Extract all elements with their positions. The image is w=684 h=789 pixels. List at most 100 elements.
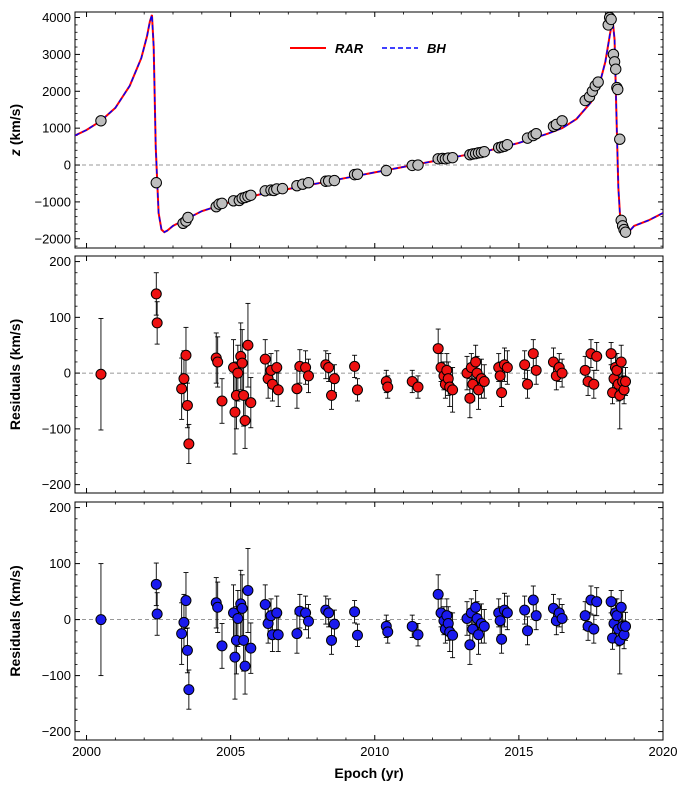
data-point [619,226,632,238]
residual-point [478,620,490,632]
residual-point [183,438,195,450]
data-point [276,182,289,195]
residual-point [611,610,623,622]
residual-point [615,356,627,368]
residual-point [591,596,603,608]
residual-point [406,620,418,632]
data-point [216,197,228,210]
residual-point [229,406,241,418]
residual-point [242,584,254,596]
residual-point [291,383,303,395]
residual-point [530,610,542,622]
y-axis-title: Residuals (km/s) [7,565,23,676]
y-tick-label: 3000 [42,47,71,62]
residual-point [183,684,195,696]
residual-point [232,367,244,379]
y-tick-label: −2000 [34,231,71,246]
data-point [182,211,194,224]
residual-point [239,415,251,427]
x-tick-label: 2010 [360,744,389,759]
y-tick-label: 2000 [42,84,71,99]
y-axis-title-unit: (km/s) [7,104,23,149]
residual-point [556,612,568,624]
y-tick-label: −1000 [34,194,71,209]
data-point [302,177,315,189]
residual-point [229,651,241,663]
residual-point [494,615,506,627]
residual-point [464,639,476,651]
series-line-bh [75,14,663,233]
x-tick-label: 2015 [504,744,533,759]
residual-point [151,317,163,329]
residual-point [328,373,340,385]
residual-point [271,607,283,619]
y-tick-label: 0 [64,612,71,627]
residual-point [501,362,513,374]
data-point [530,127,542,140]
residual-point [212,601,224,613]
residual-point [478,375,490,387]
plot-frame [74,501,664,741]
residual-point [151,608,163,620]
residual-point [302,615,314,627]
x-tick-label: 2020 [649,744,678,759]
residual-point [326,634,338,646]
curve-layer [75,12,663,238]
y-tick-label: −100 [42,668,71,683]
residual-point [180,595,192,607]
residual-point [259,598,271,610]
residual-point [496,387,508,399]
data-point [412,159,424,171]
residual-point [150,288,162,300]
residual-point [328,618,340,630]
residual-point [351,629,363,641]
residual-point [272,384,284,396]
residual-point [216,640,228,652]
residual-point [271,362,283,374]
y-tick-label: 100 [49,310,71,325]
residual-point [470,601,482,613]
residual-point [180,349,192,361]
residual-point [302,370,314,382]
y-tick-label: 0 [64,366,71,381]
data-point [605,13,617,26]
residual-point [501,607,513,619]
y-axis-title: Residuals (km/s) [7,319,23,430]
residual-point [95,614,107,626]
residual-point [605,596,617,608]
y-tick-label: −200 [42,724,71,739]
residual-point [588,623,600,635]
residual-point [522,625,534,637]
y-tick-label: 1000 [42,121,71,136]
data-point [380,164,392,177]
residual-point [216,395,228,407]
legend: RAR BH [290,41,446,56]
residual-point [382,381,394,393]
residual-point [530,364,542,376]
data-point [478,146,490,158]
residual-point [242,339,254,351]
residual-point [323,362,335,374]
residual-point [494,370,506,382]
residual-point [464,392,476,404]
panel-middle-rar-residuals: 200 100 0 −100 −200 Residuals (km/s) [7,254,664,494]
legend-label-bh: BH [427,41,446,56]
residual-point [176,628,188,640]
residual-point [245,642,257,654]
x-tick-label: 2005 [216,744,245,759]
residual-point [447,384,459,396]
residual-point [245,397,257,409]
x-tick-label: 2000 [72,744,101,759]
residual-point [178,373,190,385]
residual-point [272,629,284,641]
residual-point [412,629,424,641]
data-point [556,115,568,127]
residual-point [150,578,162,590]
data-point [592,76,604,88]
residual-point [615,601,627,613]
residual-point [236,357,248,369]
data-point [610,63,622,75]
data-point [612,83,624,96]
